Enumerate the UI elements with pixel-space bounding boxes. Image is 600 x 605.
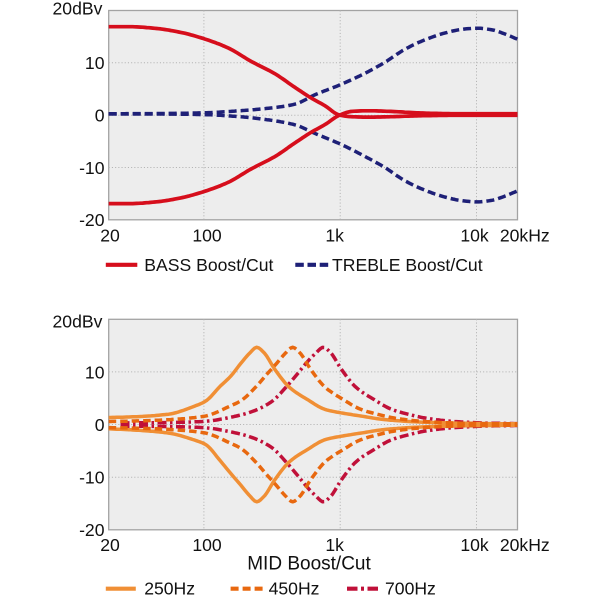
svg-text:20kHz: 20kHz — [500, 535, 550, 555]
svg-text:0: 0 — [95, 106, 105, 126]
svg-text:MID Boost/Cut: MID Boost/Cut — [247, 554, 371, 575]
svg-text:0: 0 — [95, 415, 105, 435]
svg-text:20kHz: 20kHz — [500, 225, 550, 245]
svg-text:250Hz: 250Hz — [144, 578, 195, 598]
svg-text:TREBLE Boost/Cut: TREBLE Boost/Cut — [332, 255, 483, 275]
svg-text:10k: 10k — [460, 225, 489, 245]
svg-text:10k: 10k — [460, 535, 489, 555]
svg-text:700Hz: 700Hz — [385, 578, 436, 598]
svg-text:-10: -10 — [79, 468, 105, 488]
svg-text:1k: 1k — [325, 535, 344, 555]
svg-text:1k: 1k — [325, 225, 344, 245]
svg-text:450Hz: 450Hz — [269, 578, 320, 598]
svg-text:20dBv: 20dBv — [53, 312, 103, 332]
svg-text:-20: -20 — [79, 520, 105, 540]
svg-text:10: 10 — [85, 362, 105, 382]
svg-text:100: 100 — [192, 535, 222, 555]
svg-text:BASS Boost/Cut: BASS Boost/Cut — [144, 255, 273, 275]
svg-text:-20: -20 — [79, 210, 105, 230]
svg-text:10: 10 — [85, 53, 105, 73]
svg-text:20: 20 — [100, 225, 120, 245]
svg-text:-10: -10 — [79, 158, 105, 178]
svg-text:100: 100 — [192, 225, 222, 245]
svg-text:20: 20 — [100, 535, 120, 555]
svg-text:20dBv: 20dBv — [53, 0, 103, 18]
